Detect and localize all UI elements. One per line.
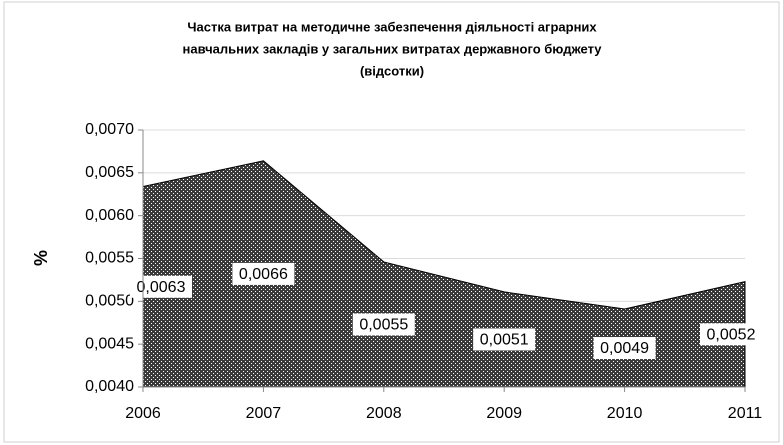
data-label: 0,0051 [480, 332, 529, 349]
data-label: 0,0066 [239, 266, 288, 283]
chart-title: навчальних закладів у загальних витратах… [182, 41, 602, 56]
x-tick-label: 2007 [246, 405, 282, 422]
data-label-bg [593, 337, 656, 360]
y-tick-label: 0,0055 [85, 250, 134, 267]
data-label: 0,0052 [707, 327, 756, 344]
y-tick-label: 0,0070 [85, 121, 134, 138]
data-label: 0,0055 [359, 317, 408, 334]
x-tick-label: 2006 [125, 405, 161, 422]
data-label-bg [473, 328, 536, 351]
area [142, 160, 746, 388]
y-axis-label: % [31, 250, 51, 266]
y-tick-label: 0,0060 [85, 207, 134, 224]
data-label-bg [232, 262, 295, 285]
chart-title: Частка витрат на методичне забезпечення … [187, 19, 597, 34]
x-tick-label: 2009 [486, 405, 522, 422]
data-label-bg [352, 313, 415, 336]
x-tick-label: 2008 [366, 405, 402, 422]
data-label-bg [700, 323, 762, 346]
data-label: 0,0049 [600, 340, 649, 357]
y-tick-label: 0,0065 [85, 164, 134, 181]
y-tick-label: 0,0040 [85, 378, 134, 395]
chart-title: (відсотки) [360, 63, 424, 78]
frame [3, 1, 780, 443]
y-tick-label: 0,0050 [85, 293, 134, 310]
data-label: 0,0063 [137, 279, 186, 296]
data-label-bg [130, 275, 192, 298]
y-tick-label: 0,0045 [85, 335, 134, 352]
x-tick-label: 2011 [728, 405, 763, 422]
x-tick-label: 2010 [607, 405, 643, 422]
